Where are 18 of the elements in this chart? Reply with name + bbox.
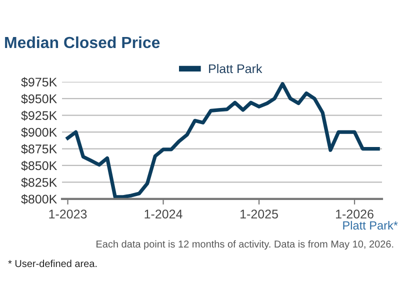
line-series <box>66 82 380 199</box>
x-tick-label: 1-2023 <box>49 210 87 218</box>
text: Each data point is 12 months of activity. Data is from May 10, 2026. <box>96 240 394 250</box>
y-tick-label: $850K <box>21 160 57 171</box>
chart-title: Median Closed Price <box>5 36 160 48</box>
y-tick-label: $950K <box>21 94 57 104</box>
y-tick-label: $900K <box>21 127 57 138</box>
x-tick-label: 1-2026 <box>336 210 374 218</box>
text: Platt Park* <box>343 220 398 230</box>
y-tick-label: $825K <box>21 177 57 188</box>
x-tick-label: 1-2025 <box>240 210 278 218</box>
y-tick-label: $925K <box>21 110 57 121</box>
y-tick-label: $875K <box>21 144 57 154</box>
text: * User-defined area. <box>8 260 97 268</box>
x-tick-label: 1-2024 <box>144 210 182 218</box>
y-tick-label: $975K <box>21 77 57 88</box>
legend-label: Platt Park <box>209 64 262 74</box>
y-tick-label: $800K <box>21 194 57 204</box>
